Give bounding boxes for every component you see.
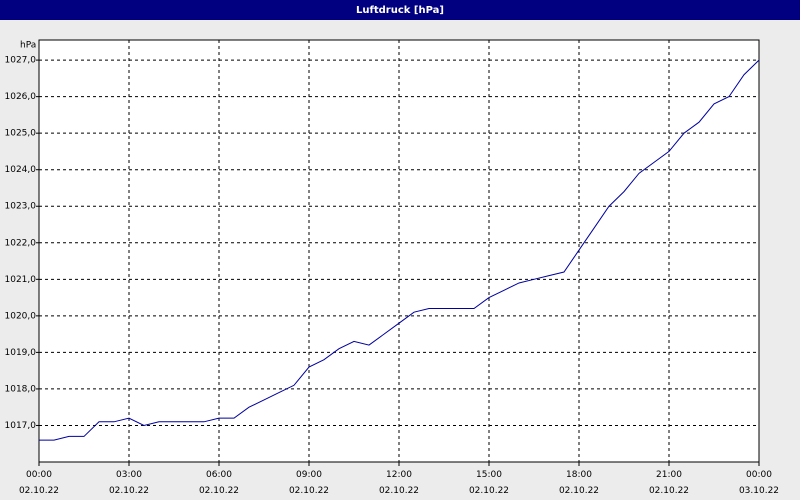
data-line	[39, 59, 760, 441]
x-tick-label: 18:00 02.10.22	[559, 470, 599, 496]
x-tick-label: 00:00 03.10.22	[739, 470, 779, 496]
chart-title: Luftdruck [hPa]	[356, 5, 444, 16]
x-tick-label: 03:00 02.10.22	[109, 470, 149, 496]
y-tick-label: 1017,0	[5, 421, 37, 431]
x-tick-label: 12:00 02.10.22	[379, 470, 419, 496]
y-tick-label: 1024,0	[5, 165, 37, 175]
y-tick-label: 1026,0	[5, 92, 37, 102]
x-tick-label: 09:00 02.10.22	[289, 470, 329, 496]
x-tick-label: 21:00 02.10.22	[649, 470, 689, 496]
y-tick-label: 1020,0	[5, 311, 37, 321]
y-tick-label: 1019,0	[5, 348, 37, 358]
y-tick-label: 1021,0	[5, 275, 37, 285]
y-tick-label: 1023,0	[5, 202, 37, 212]
y-axis-label: hPa	[20, 41, 36, 51]
x-tick-label: 00:00 02.10.22	[19, 470, 59, 496]
x-tick-label: 15:00 02.10.22	[469, 470, 509, 496]
y-tick-label: 1018,0	[5, 384, 37, 394]
y-tick-label: 1022,0	[5, 238, 37, 248]
y-tick-label: 1027,0	[5, 56, 37, 66]
title-bar	[0, 0, 800, 20]
y-tick-label: 1025,0	[5, 129, 37, 139]
x-tick-label: 06:00 02.10.22	[199, 470, 239, 496]
